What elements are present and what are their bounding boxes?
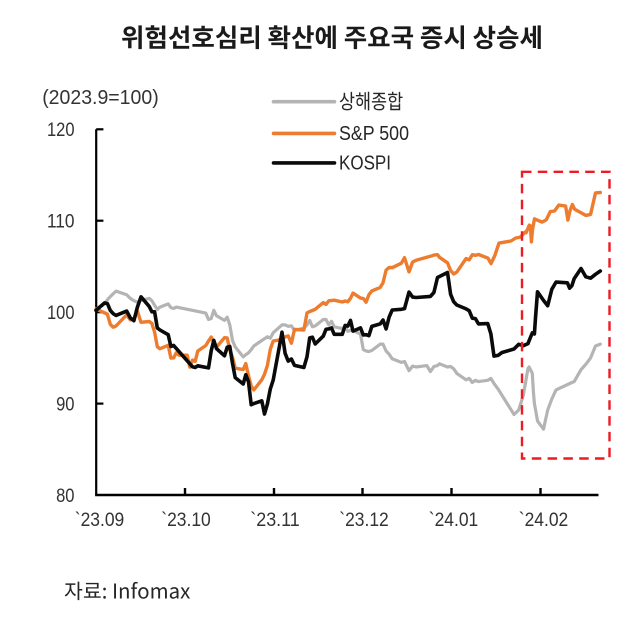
svg-text:`23.11: `23.11 [250, 510, 300, 531]
svg-text:110: 110 [47, 212, 75, 233]
svg-text:`23.09: `23.09 [75, 510, 125, 531]
svg-text:90: 90 [56, 394, 74, 415]
svg-text:`23.10: `23.10 [161, 510, 211, 531]
svg-text:(2023.9=100): (2023.9=100) [42, 87, 159, 109]
svg-text:`23.12: `23.12 [339, 510, 389, 531]
svg-text:80: 80 [56, 486, 74, 507]
svg-text:120: 120 [47, 120, 75, 141]
svg-text:`24.01: `24.01 [429, 510, 479, 531]
svg-text:S&P 500: S&P 500 [339, 123, 409, 145]
svg-text:100: 100 [47, 303, 75, 324]
svg-text:KOSPI: KOSPI [339, 153, 391, 175]
svg-text:`24.02: `24.02 [519, 510, 569, 531]
